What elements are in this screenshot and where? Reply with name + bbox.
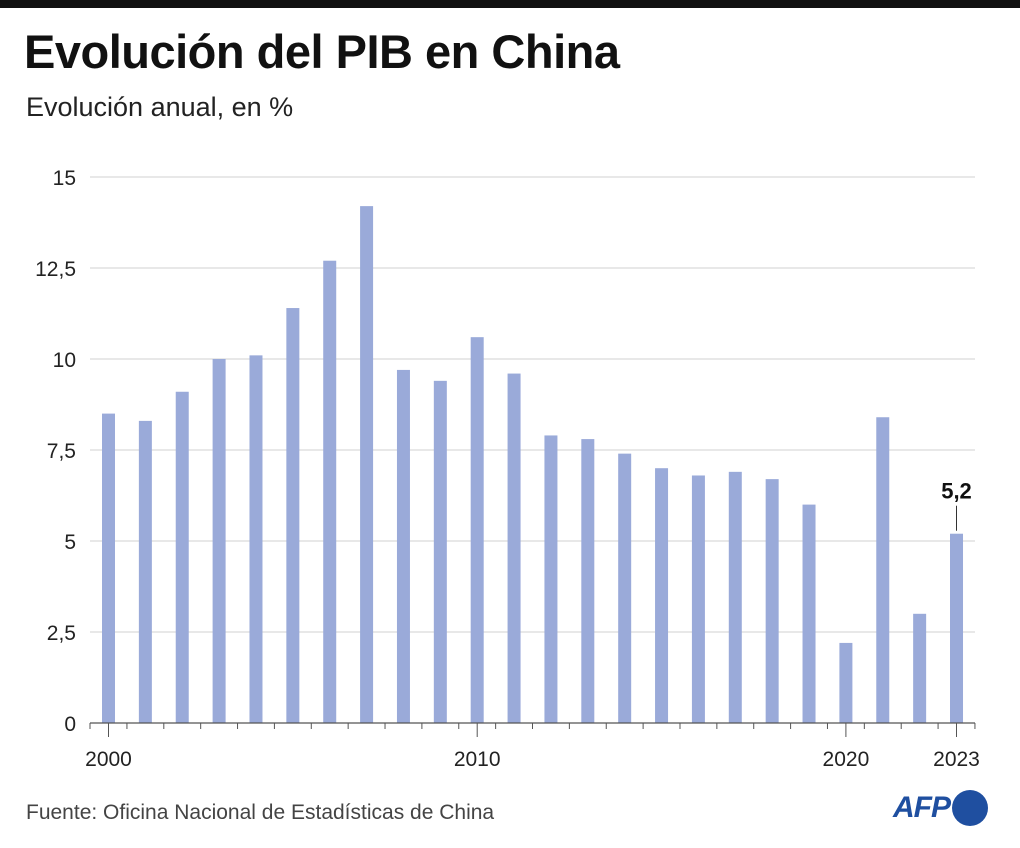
bar — [765, 479, 779, 723]
bar — [175, 391, 189, 723]
bar — [691, 475, 705, 723]
bar — [470, 337, 484, 723]
bar — [286, 308, 300, 723]
bar — [618, 453, 632, 723]
y-tick-label: 7,5 — [47, 440, 76, 463]
x-tick-label: 2023 — [933, 748, 980, 771]
top-bar — [0, 0, 1020, 8]
y-tick-label: 12,5 — [35, 258, 76, 281]
y-tick-label: 2,5 — [47, 622, 76, 645]
bar — [507, 373, 521, 723]
x-tick-label: 2000 — [85, 748, 132, 771]
logo-text: AFP — [893, 791, 951, 824]
chart-subtitle: Evolución anual, en % — [26, 92, 294, 122]
source-note: Fuente: Oficina Nacional de Estadísticas… — [26, 801, 495, 824]
bar — [876, 417, 890, 723]
bar — [249, 355, 263, 723]
bar — [138, 420, 152, 723]
y-tick-label: 0 — [64, 713, 76, 736]
bar — [433, 380, 447, 723]
bar — [655, 468, 669, 723]
bar — [802, 504, 816, 723]
bar — [102, 413, 115, 723]
bar — [728, 471, 742, 723]
bar — [323, 260, 337, 723]
bar — [396, 369, 410, 723]
y-tick-label: 15 — [53, 167, 76, 190]
y-tick-label: 5 — [64, 531, 76, 554]
x-tick-label: 2020 — [823, 748, 870, 771]
afp-logo: AFP — [893, 790, 988, 826]
y-tick-label: 10 — [53, 349, 76, 372]
bar — [360, 206, 374, 723]
bar — [950, 533, 964, 723]
logo-dot-icon — [952, 790, 988, 826]
chart-title: Evolución del PIB en China — [24, 25, 620, 78]
x-tick-label: 2010 — [454, 748, 501, 771]
bar — [212, 359, 226, 723]
bar — [839, 642, 853, 723]
bar — [913, 613, 927, 723]
annotation-label: 5,2 — [941, 479, 972, 504]
bar — [544, 435, 558, 723]
bar — [581, 439, 595, 723]
